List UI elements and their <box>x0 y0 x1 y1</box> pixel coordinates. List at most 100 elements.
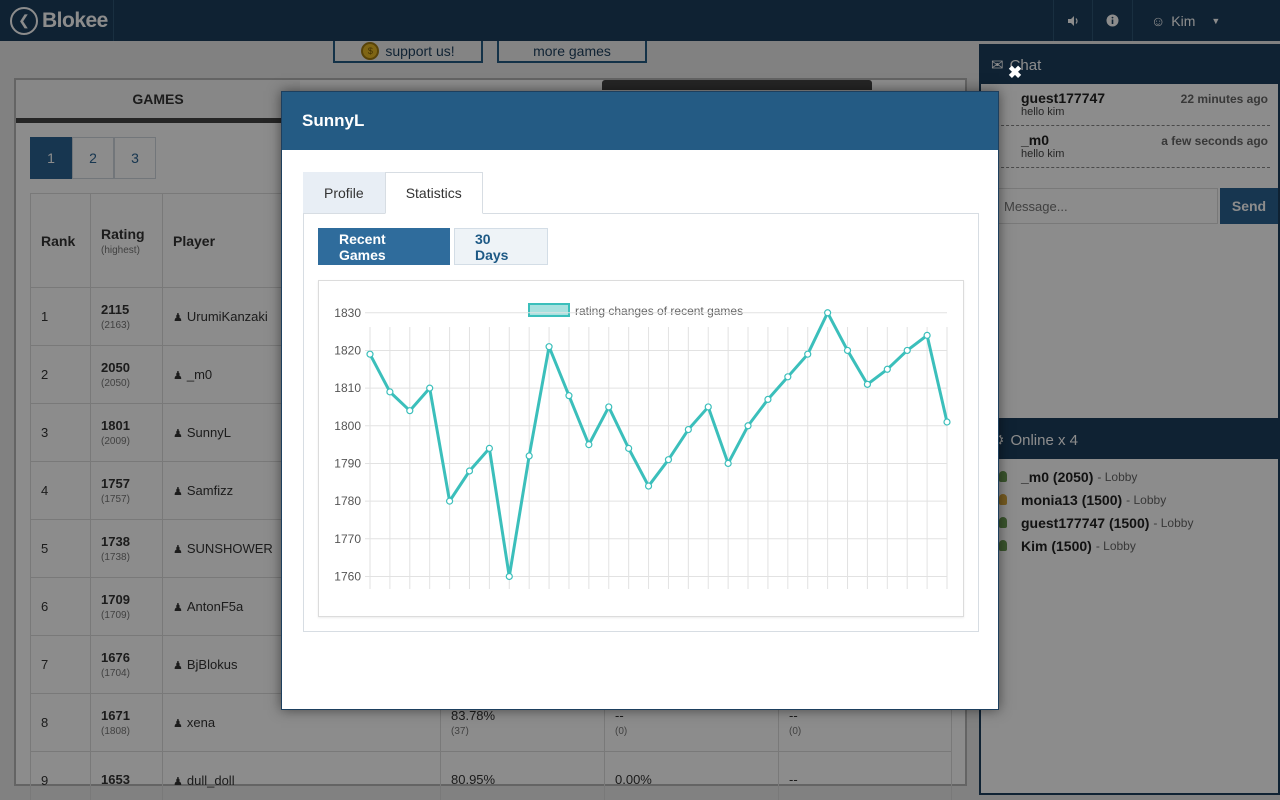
tab-profile[interactable]: Profile <box>303 172 385 214</box>
data-point <box>804 350 812 358</box>
support-button[interactable]: $ support us! <box>333 41 483 63</box>
table-row[interactable]: 9 1653 ♟ dull_doll 80.95% 0.00% -- <box>30 751 952 800</box>
person-icon: ♟ <box>173 312 183 324</box>
data-point <box>943 418 951 426</box>
data-point <box>704 403 712 411</box>
stat-value: -- <box>615 708 624 723</box>
player-name: AntonF5a <box>186 599 244 614</box>
series-line <box>368 311 949 578</box>
send-button[interactable]: Send <box>1220 188 1278 224</box>
top-bar: ❮ Blokee ☺ Kim ▼ <box>0 0 1280 41</box>
chat-input-row: Send <box>981 188 1278 224</box>
tab-games[interactable]: GAMES <box>16 80 300 123</box>
chat-message: guest177747 22 minutes ago hello kim <box>981 84 1270 126</box>
page-1-button[interactable]: 1 <box>30 137 72 179</box>
person-icon: ♟ <box>173 428 183 440</box>
legend-label: rating changes of recent games <box>575 304 743 318</box>
rating-value: 2115 <box>101 302 130 317</box>
online-user-name: monia13 (1500) <box>1021 491 1123 508</box>
tab-strip <box>602 80 872 90</box>
stat-value: 83.78% <box>451 708 496 723</box>
rating-cell: 1653 <box>90 751 163 800</box>
chat-message-author[interactable]: guest177747 <box>1021 90 1106 106</box>
data-point <box>684 425 692 434</box>
close-icon[interactable]: ✖ <box>1007 63 1023 82</box>
smiley-icon: ☺ <box>1151 12 1166 29</box>
person-icon: ♟ <box>173 776 183 788</box>
data-point <box>406 407 414 415</box>
rank-cell: 7 <box>30 635 91 694</box>
coin-icon: $ <box>361 42 380 60</box>
volume-icon <box>1068 15 1078 26</box>
page-3-button[interactable]: 3 <box>114 137 156 179</box>
chat-message: _m0 a few seconds ago hello kim <box>981 126 1270 168</box>
online-user-name: _m0 (2050) <box>1021 468 1094 485</box>
data-point <box>863 380 872 388</box>
app-logo[interactable]: ❮ Blokee <box>0 0 114 41</box>
data-point <box>824 309 832 317</box>
rank-cell: 1 <box>30 287 91 346</box>
stat-subtabs: Recent Games 30 Days <box>318 228 548 265</box>
volume-button[interactable] <box>1053 0 1092 41</box>
info-button[interactable] <box>1092 0 1132 41</box>
online-title: Online x 4 <box>1010 431 1078 449</box>
recent-games-button[interactable]: Recent Games <box>318 228 450 265</box>
y-tick-label: 1800 <box>334 419 361 433</box>
rating-highest: (2050) <box>101 378 130 389</box>
data-point <box>485 444 493 452</box>
y-tick-label: 1760 <box>334 569 361 583</box>
online-user[interactable]: _m0 (2050) - Lobby <box>981 465 1278 488</box>
more-games-button[interactable]: more games <box>497 41 647 63</box>
player-name: BjBlokus <box>186 657 238 672</box>
person-icon: ♟ <box>173 544 183 556</box>
rating-highest: (1704) <box>101 668 130 679</box>
rank-cell: 6 <box>30 577 91 636</box>
stat-value: -- <box>789 771 798 787</box>
player-cell[interactable]: ♟ dull_doll <box>162 751 441 800</box>
rating-value: 1757 <box>101 476 130 491</box>
rating-cell: 1738 (1738) <box>90 519 163 578</box>
rating-chart-svg: rating changes of recent games 1830 1820 18… <box>334 303 951 589</box>
y-tick-label: 1820 <box>334 343 361 357</box>
user-status-icon <box>999 517 1007 528</box>
legend-swatch <box>528 303 570 317</box>
column-rating[interactable]: Rating (highest) <box>90 193 163 288</box>
stat-value: 0.00% <box>615 771 652 787</box>
online-user[interactable]: guest177747 (1500) - Lobby <box>981 511 1278 534</box>
data-point <box>505 572 513 581</box>
rating-highest: (1757) <box>101 494 130 505</box>
rating-value: 1709 <box>101 592 130 607</box>
data-point <box>664 456 673 464</box>
back-arrow-icon: ❮ <box>10 6 38 35</box>
pagination: 1 2 3 <box>30 137 156 179</box>
more-games-label: more games <box>533 43 611 59</box>
chat-message-time: a few seconds ago <box>1161 134 1268 148</box>
rating-value: 1676 <box>101 650 130 665</box>
online-user[interactable]: monia13 (1500) - Lobby <box>981 488 1278 511</box>
data-point <box>465 467 474 475</box>
tab-statistics[interactable]: Statistics <box>384 172 483 214</box>
data-point <box>744 422 752 430</box>
user-status-icon <box>999 540 1007 551</box>
column-rating-label: Rating <box>101 225 145 242</box>
stat-sub: (0) <box>789 726 802 737</box>
rank-cell: 3 <box>30 403 91 462</box>
online-user-location: - Lobby <box>1126 492 1167 507</box>
page-2-button[interactable]: 2 <box>72 137 114 179</box>
y-tick-label: 1770 <box>334 532 361 546</box>
person-icon: ♟ <box>173 370 183 382</box>
person-icon: ♟ <box>173 602 183 614</box>
user-menu[interactable]: ☺ Kim ▼ <box>1132 0 1280 41</box>
chat-message-author[interactable]: _m0 <box>1021 132 1050 148</box>
y-tick-label: 1830 <box>334 306 361 320</box>
chat-message-input[interactable] <box>981 188 1218 224</box>
person-icon: ♟ <box>173 660 183 672</box>
chat-bubble-icon: ✉ <box>991 57 1004 74</box>
30-days-button[interactable]: 30 Days <box>454 228 548 265</box>
column-rank[interactable]: Rank <box>30 193 91 288</box>
data-point <box>883 365 891 373</box>
online-user[interactable]: Kim (1500) - Lobby <box>981 534 1278 557</box>
user-status-icon <box>999 494 1007 505</box>
rank-cell: 8 <box>30 693 91 752</box>
